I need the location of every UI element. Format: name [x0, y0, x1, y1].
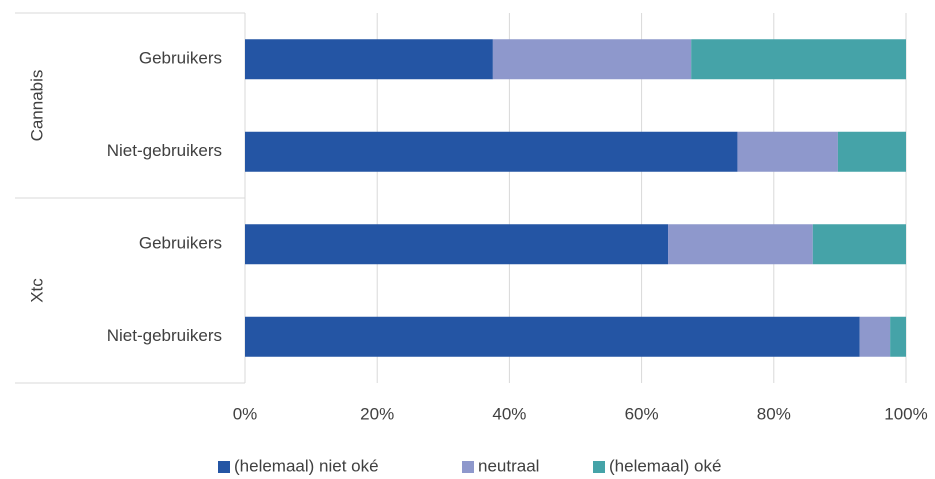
- bar-segment: [890, 316, 906, 357]
- bar-segment: [737, 131, 838, 172]
- bar-segment: [812, 224, 906, 265]
- x-tick-label: 0%: [233, 404, 258, 423]
- x-tick-label: 80%: [757, 404, 791, 423]
- bar-segment: [691, 39, 906, 80]
- x-tick-label: 60%: [625, 404, 659, 423]
- legend-swatch: [593, 461, 605, 473]
- legend-swatch: [462, 461, 474, 473]
- bar-segment: [837, 131, 906, 172]
- y-tick-label: Niet-gebruikers: [107, 326, 222, 345]
- legend-swatch: [218, 461, 230, 473]
- bar-segment: [245, 131, 738, 172]
- bar-segment: [492, 39, 692, 80]
- x-tick-label: 40%: [492, 404, 526, 423]
- legend-label: neutraal: [478, 456, 539, 475]
- bar-segment: [245, 316, 860, 357]
- legend-label: (helemaal) niet oké: [234, 456, 379, 475]
- group-label: Xtc: [27, 278, 46, 303]
- y-tick-label: Gebruikers: [139, 234, 222, 253]
- bar-segment: [668, 224, 813, 265]
- y-tick-label: Niet-gebruikers: [107, 141, 222, 160]
- x-tick-label: 20%: [360, 404, 394, 423]
- y-tick-label: Gebruikers: [139, 49, 222, 68]
- bar-segment: [245, 39, 493, 80]
- x-tick-label: 100%: [884, 404, 927, 423]
- bar-segment: [859, 316, 891, 357]
- legend-label: (helemaal) oké: [609, 456, 721, 475]
- bar-segment: [245, 224, 669, 265]
- group-label: Cannabis: [27, 70, 46, 142]
